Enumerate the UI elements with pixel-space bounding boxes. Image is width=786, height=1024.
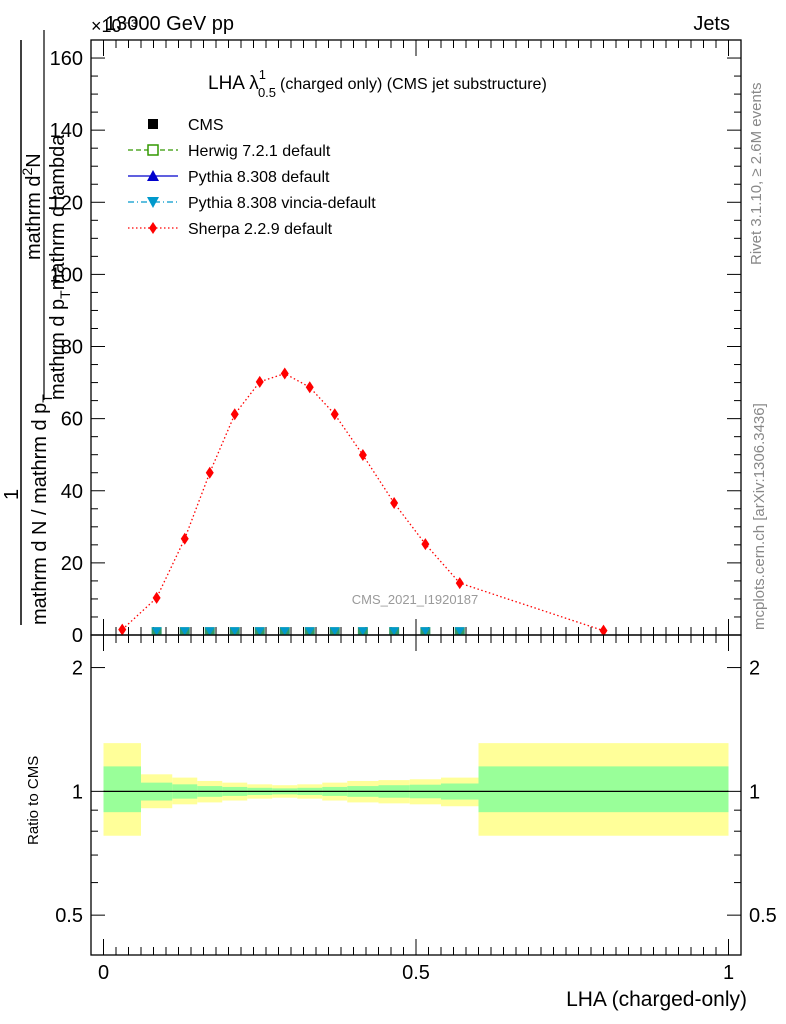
ratio-panel: 0.5 0.5 1 1 2 2 0 0.5 1 — [55, 634, 777, 984]
sherpa-point — [255, 375, 264, 388]
vincia-point — [454, 627, 465, 636]
y-tick-label: 160 — [50, 48, 83, 70]
sherpa-point — [118, 623, 127, 636]
legend-label: Pythia 8.308 default — [188, 169, 330, 186]
mcplots-label: mcplots.cern.ch [arXiv:1306.3436] — [751, 403, 768, 630]
legend: CMS Herwig 7.2.1 default Pythia 8.308 defa… — [128, 117, 376, 238]
analysis-watermark: CMS_2021_I1920187 — [352, 592, 479, 607]
sherpa-line — [121, 372, 604, 632]
vincia-point — [151, 627, 162, 636]
vincia-point — [204, 627, 215, 636]
sherpa-point — [280, 367, 289, 380]
y-tick-label: 100 — [50, 264, 83, 286]
legend-entry: Sherpa 2.2.9 default — [128, 221, 333, 238]
ratio-y-tick-label: 1 — [72, 781, 83, 803]
energy-label: 13000 GeV pp — [105, 13, 234, 35]
plot-title: LHA λ1 0.5 (charged only) (CMS jet substru… — [208, 67, 547, 100]
sherpa-point — [305, 381, 314, 394]
legend-label: CMS — [188, 117, 224, 134]
rivet-label: Rivet 3.1.10, ≥ 2.6M events — [748, 83, 765, 266]
legend-entry: Pythia 8.308 vincia-default — [128, 195, 376, 212]
x-axis-label: LHA (charged-only) — [566, 988, 747, 1011]
series-sherpa — [118, 367, 608, 637]
y-tick-label: 60 — [61, 409, 83, 431]
vincia-point — [304, 627, 315, 636]
sherpa-point — [180, 532, 189, 545]
legend-entry: Pythia 8.308 default — [128, 169, 330, 186]
x-tick-label: 1 — [723, 962, 734, 984]
y-axis-label: 1 mathrm d N / mathrm d pT mathrm d2N ma… — [1, 30, 73, 625]
vincia-point — [254, 627, 265, 636]
sherpa-point — [230, 408, 239, 421]
legend-marker — [147, 170, 159, 181]
y-label-numerator-2: mathrm d2N — [19, 153, 45, 260]
y-tick-label: 20 — [61, 553, 83, 575]
sherpa-point — [358, 449, 367, 462]
sherpa-point — [330, 408, 339, 421]
x-tick-label: 0 — [98, 962, 109, 984]
legend-label: Sherpa 2.2.9 default — [188, 221, 333, 238]
legend-entry: Herwig 7.2.1 default — [128, 143, 331, 160]
sherpa-point — [599, 624, 608, 637]
ratio-band-inner — [103, 766, 141, 813]
y-tick-label: 0 — [72, 625, 83, 647]
legend-marker — [147, 144, 159, 156]
legend-label: Herwig 7.2.1 default — [188, 143, 331, 160]
ratio-y-tick-label-right: 0.5 — [749, 905, 777, 927]
y-label-denominator-2: mathrm d pTmathrm d lambda — [47, 134, 73, 400]
vincia-point — [357, 627, 368, 636]
sherpa-point — [152, 591, 161, 604]
legend-label: Pythia 8.308 vincia-default — [188, 195, 376, 212]
y-tick-label: 40 — [61, 481, 83, 503]
vincia-point — [279, 627, 290, 636]
process-label: Jets — [693, 13, 730, 35]
vincia-point — [389, 627, 400, 636]
y-label-numerator-1: 1 — [1, 489, 23, 500]
vincia-point — [420, 627, 431, 636]
ratio-y-tick-label-right: 1 — [749, 781, 760, 803]
ratio-y-tick-label: 2 — [72, 658, 83, 680]
vincia-point — [229, 627, 240, 636]
y-tick-label: 120 — [50, 192, 83, 214]
y-label-denominator-1: mathrm d N / mathrm d pT — [29, 394, 55, 625]
legend-marker — [147, 197, 159, 208]
legend-entry: CMS — [148, 117, 224, 134]
x-tick-label: 0.5 — [402, 962, 430, 984]
vincia-point — [329, 627, 340, 636]
series-pythia-vincia — [151, 627, 465, 636]
y-tick-label: 80 — [61, 337, 83, 359]
ratio-y-label: Ratio to CMS — [25, 756, 42, 845]
legend-marker — [149, 222, 157, 234]
ratio-band-inner — [478, 766, 729, 813]
exponent-label: ×10⁻³ — [91, 16, 137, 36]
sherpa-point — [390, 497, 399, 510]
y-tick-label: 140 — [50, 120, 83, 142]
main-panel: 0 20 40 60 80 100 120 140 160 — [50, 39, 742, 647]
legend-marker — [148, 119, 158, 129]
vincia-point — [179, 627, 190, 636]
sherpa-point — [421, 538, 430, 551]
ratio-y-tick-label: 0.5 — [55, 905, 83, 927]
ratio-y-tick-label-right: 2 — [749, 658, 760, 680]
sherpa-point — [205, 466, 214, 479]
sherpa-point — [455, 577, 464, 590]
